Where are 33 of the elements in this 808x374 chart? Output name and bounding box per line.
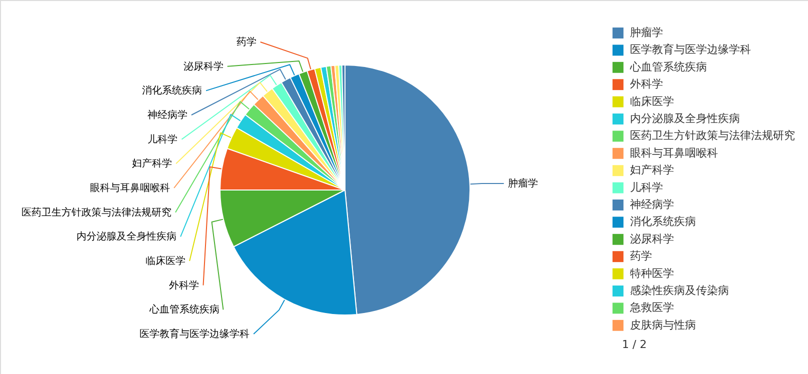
slice-label: 医药卫生方针政策与法律法规研究 <box>21 206 172 218</box>
legend-label: 皮肤病与性病 <box>630 318 696 332</box>
slice-label: 药学 <box>236 36 256 48</box>
legend-label: 特种医学 <box>630 266 674 280</box>
slice-label: 眼科与耳鼻咽喉科 <box>90 182 170 194</box>
legend-label: 神经病学 <box>630 198 674 211</box>
slice-label: 医学教育与医学边缘学科 <box>140 328 250 340</box>
slice-label: 儿科学 <box>148 133 178 146</box>
legend-label: 临床医学 <box>630 94 674 108</box>
slice-label: 内分泌腺及全身性疾病 <box>76 230 177 243</box>
legend-label: 医学教育与医学边缘学科 <box>630 43 751 56</box>
legend-label: 医药卫生方针政策与法律法规研究 <box>630 129 795 142</box>
legend-label: 消化系统疾病 <box>630 215 696 228</box>
legend-label: 感染性疾病及传染病 <box>630 284 729 297</box>
legend-label: 眼科与耳鼻咽喉科 <box>630 146 718 160</box>
slice-label: 肿瘤学 <box>508 178 538 190</box>
legend-label: 药学 <box>630 250 652 263</box>
legend-label: 儿科学 <box>630 180 663 194</box>
legend-label: 泌尿科学 <box>630 232 674 246</box>
slice-label: 泌尿科学 <box>183 60 224 72</box>
text: 1 / 2 <box>622 338 647 351</box>
legend-label: 心血管系统疾病 <box>629 60 707 74</box>
slice-label: 妇产科学 <box>132 158 172 170</box>
slice-label: 消化系统疾病 <box>142 84 202 97</box>
slice-label: 外科学 <box>169 279 200 292</box>
legend-label: 内分泌腺及全身性疾病 <box>630 112 740 125</box>
legend-label: 外科学 <box>630 78 663 91</box>
legend-label: 肿瘤学 <box>630 26 663 39</box>
slice-label: 临床医学 <box>146 255 186 267</box>
legend-label: 妇产科学 <box>630 164 674 177</box>
slice-label: 心血管系统疾病 <box>148 304 220 316</box>
legend-label: 急救医学 <box>629 301 674 314</box>
slice-label: 神经病学 <box>147 109 188 121</box>
